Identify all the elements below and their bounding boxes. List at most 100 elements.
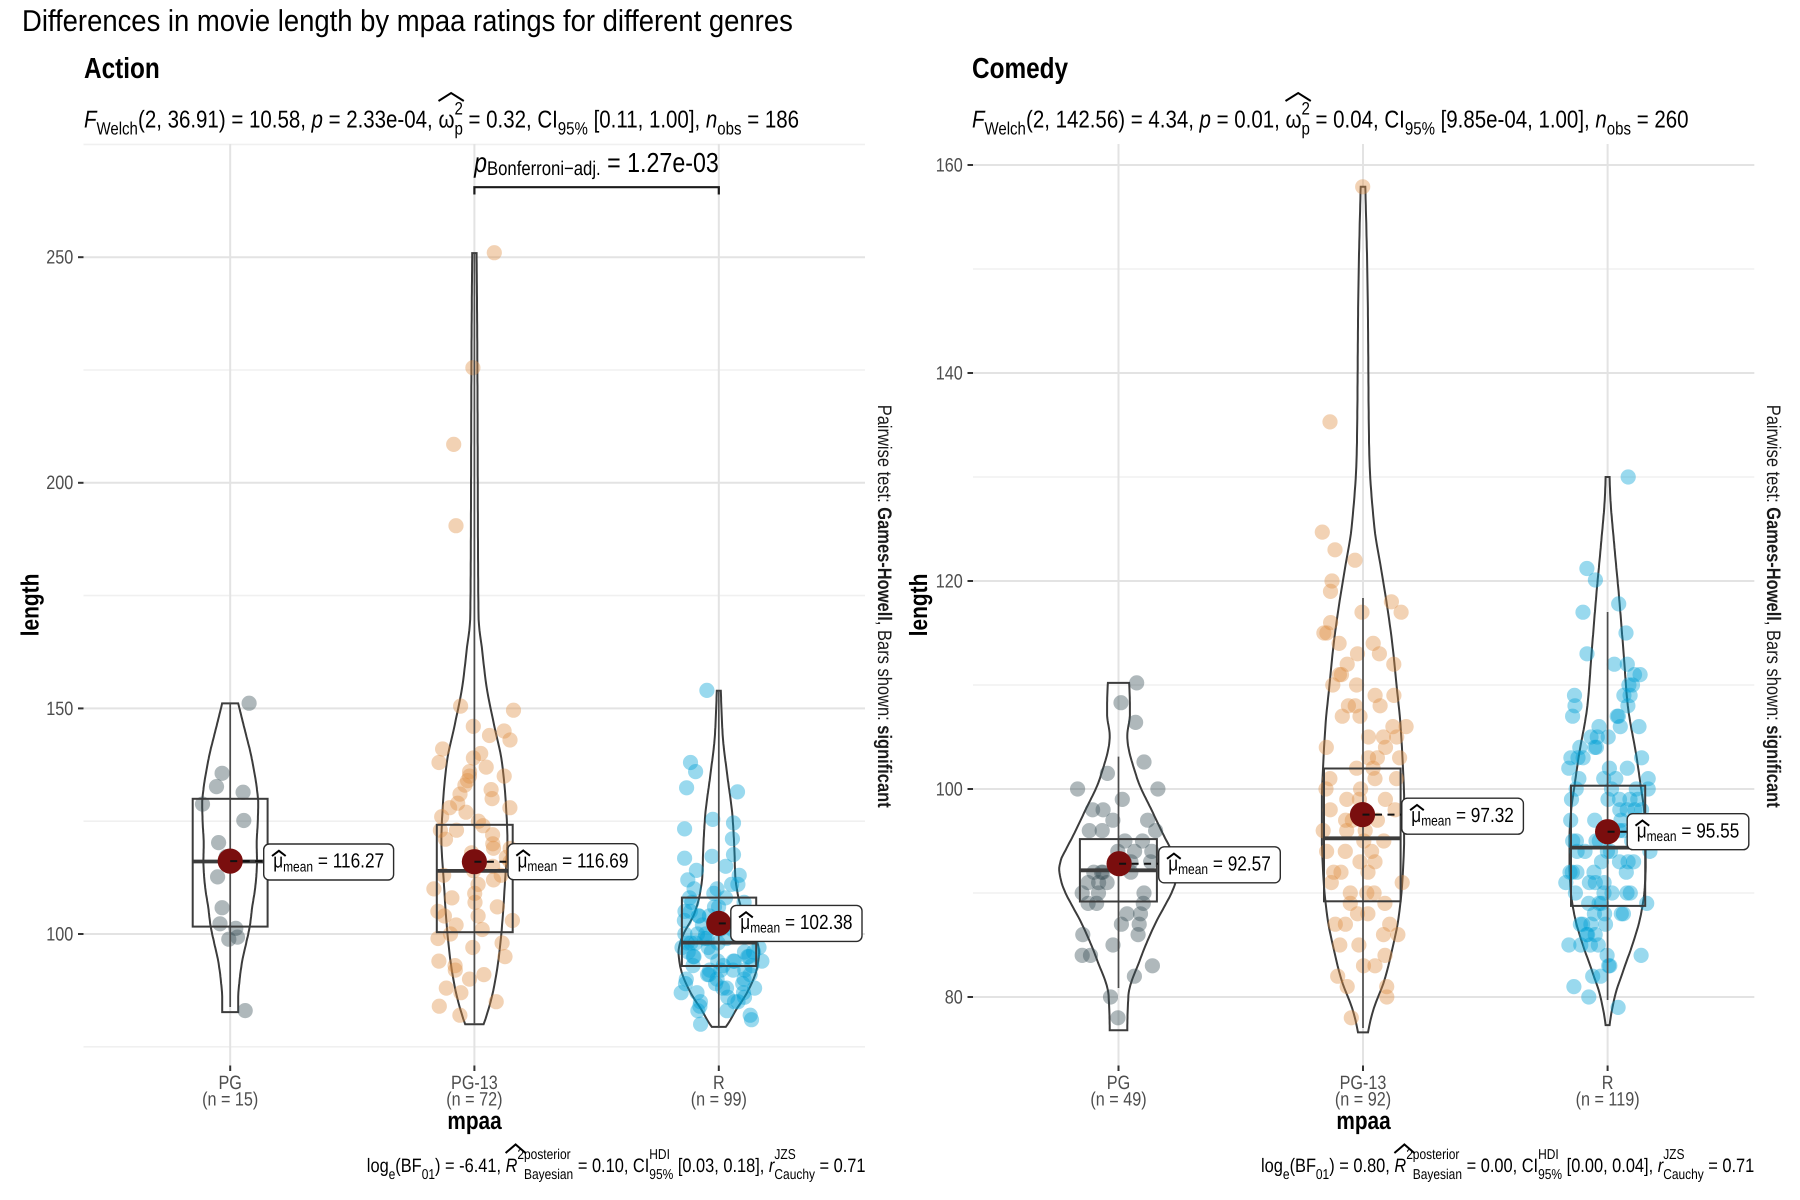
svg-text:n: n: [1595, 107, 1606, 134]
svg-text:) = -6.41,: ) = -6.41,: [435, 1155, 506, 1177]
svg-text:R: R: [713, 1073, 725, 1094]
svg-text:95%: 95%: [649, 1167, 673, 1183]
svg-text:mean: mean: [283, 859, 313, 875]
svg-text:Differences in movie length by: Differences in movie length by mpaa rati…: [22, 5, 793, 38]
svg-text:= 0.01,: = 0.01,: [1211, 107, 1286, 134]
svg-text:= 0.04, CI: = 0.04, CI: [1310, 107, 1405, 134]
svg-text:160: 160: [936, 155, 963, 176]
svg-text:= 0.00, CI: = 0.00, CI: [1462, 1155, 1538, 1177]
svg-text:= 260: = 260: [1631, 107, 1689, 134]
svg-text:= 2.33e-04,: = 2.33e-04,: [323, 107, 439, 134]
svg-text:μ: μ: [273, 850, 283, 873]
svg-text:Pairwise test: Games-Howell, B: Pairwise test: Games-Howell, Bars shown:…: [1762, 405, 1784, 808]
svg-text:2: 2: [455, 99, 463, 119]
svg-text:150: 150: [46, 699, 73, 720]
svg-text:= 116.27: = 116.27: [313, 850, 384, 873]
svg-text:95%: 95%: [558, 119, 588, 139]
svg-text:(n = 49): (n = 49): [1090, 1090, 1146, 1111]
svg-text:Bayesian: Bayesian: [524, 1167, 573, 1183]
svg-text:120: 120: [936, 571, 963, 592]
svg-text:95%: 95%: [1538, 1167, 1562, 1183]
svg-text:p: p: [473, 147, 487, 178]
svg-text:= 0.71: = 0.71: [1704, 1155, 1755, 1177]
svg-text:mpaa: mpaa: [447, 1108, 501, 1135]
svg-text:μ: μ: [1411, 804, 1421, 827]
svg-text:(BF: (BF: [1290, 1155, 1317, 1177]
svg-text:obs: obs: [1607, 119, 1631, 139]
svg-text:mpaa: mpaa: [1336, 1108, 1390, 1135]
svg-text:length: length: [905, 574, 933, 637]
svg-text:(n = 72): (n = 72): [446, 1090, 502, 1111]
svg-text:Pairwise test: Games-Howell, B: Pairwise test: Games-Howell, Bars shown:…: [873, 405, 895, 808]
svg-text:log: log: [367, 1155, 389, 1177]
svg-text:(n = 15): (n = 15): [202, 1090, 258, 1111]
svg-text:F: F: [84, 107, 98, 134]
svg-text:[0.11, 1.00],: [0.11, 1.00],: [588, 107, 706, 134]
svg-text:95%: 95%: [1405, 119, 1435, 139]
svg-text:= 92.57: = 92.57: [1208, 852, 1271, 875]
svg-text:r: r: [769, 1155, 776, 1177]
svg-text:e: e: [389, 1167, 396, 1183]
svg-text:100: 100: [936, 779, 963, 800]
svg-text:p: p: [311, 107, 323, 134]
svg-text:80: 80: [945, 987, 963, 1008]
svg-text:e: e: [1283, 1167, 1290, 1183]
svg-text:mean: mean: [1647, 829, 1677, 845]
svg-text:2: 2: [1302, 99, 1310, 119]
svg-text:= 0.10, CI: = 0.10, CI: [573, 1155, 649, 1177]
svg-text:) = 0.80,: ) = 0.80,: [1329, 1155, 1394, 1177]
svg-text:(n = 92): (n = 92): [1335, 1090, 1391, 1111]
svg-text:obs: obs: [717, 119, 741, 139]
svg-text:= 0.32, CI: = 0.32, CI: [463, 107, 558, 134]
svg-text:[0.03, 0.18],: [0.03, 0.18],: [673, 1155, 769, 1177]
svg-text:length: length: [16, 574, 44, 637]
svg-text:μ: μ: [740, 911, 750, 934]
svg-text:[0.00, 0.04],: [0.00, 0.04],: [1562, 1155, 1658, 1177]
svg-text:JZS: JZS: [1663, 1147, 1684, 1163]
svg-text:(2, 142.56) = 4.34,: (2, 142.56) = 4.34,: [1026, 107, 1200, 134]
svg-text:Welch: Welch: [97, 119, 138, 139]
svg-text:Action: Action: [84, 53, 160, 85]
svg-text:HDI: HDI: [1538, 1147, 1559, 1163]
svg-text:= 102.38: = 102.38: [780, 911, 852, 934]
svg-text:mean: mean: [1178, 862, 1208, 878]
svg-text:140: 140: [936, 363, 963, 384]
svg-text:(n = 119): (n = 119): [1576, 1090, 1640, 1111]
svg-text:HDI: HDI: [649, 1147, 670, 1163]
svg-text:2: 2: [1406, 1147, 1413, 1163]
svg-text:posterior: posterior: [524, 1147, 571, 1163]
svg-text:(n = 99): (n = 99): [691, 1090, 747, 1111]
svg-text:PG: PG: [1107, 1073, 1130, 1094]
svg-text:Bonferroni−adj.: Bonferroni−adj.: [487, 158, 601, 180]
svg-text:R: R: [506, 1155, 518, 1177]
svg-text:μ: μ: [1168, 852, 1178, 875]
svg-text:= 1.27e-03: = 1.27e-03: [601, 147, 719, 178]
svg-text:Cauchy: Cauchy: [1663, 1167, 1704, 1183]
svg-text:= 116.69: = 116.69: [557, 849, 628, 872]
svg-text:p: p: [1302, 119, 1310, 139]
svg-text:200: 200: [46, 473, 73, 494]
svg-text:μ: μ: [1637, 819, 1647, 842]
svg-text:(2, 36.91) = 10.58,: (2, 36.91) = 10.58,: [138, 107, 312, 134]
svg-text:PG-13: PG-13: [451, 1073, 498, 1094]
svg-text:= 95.55: = 95.55: [1677, 819, 1740, 842]
svg-text:R: R: [1394, 1155, 1406, 1177]
svg-text:Cauchy: Cauchy: [774, 1167, 815, 1183]
svg-text:2: 2: [517, 1147, 524, 1163]
svg-text:mean: mean: [1421, 814, 1451, 830]
svg-text:PG-13: PG-13: [1340, 1073, 1387, 1094]
svg-text:p: p: [455, 119, 463, 139]
svg-text:mean: mean: [527, 859, 557, 875]
svg-text:(BF: (BF: [395, 1155, 422, 1177]
svg-text:R: R: [1602, 1073, 1614, 1094]
svg-text:p: p: [1199, 107, 1211, 134]
svg-text:= 0.71: = 0.71: [815, 1155, 866, 1177]
svg-text:ω: ω: [1286, 107, 1302, 134]
svg-text:[9.85e-04, 1.00],: [9.85e-04, 1.00],: [1435, 107, 1596, 134]
svg-text:Comedy: Comedy: [972, 53, 1068, 85]
svg-text:01: 01: [1316, 1167, 1329, 1183]
svg-text:= 186: = 186: [742, 107, 800, 134]
svg-text:μ: μ: [518, 849, 528, 872]
svg-text:PG: PG: [219, 1073, 242, 1094]
svg-text:mean: mean: [750, 921, 780, 937]
